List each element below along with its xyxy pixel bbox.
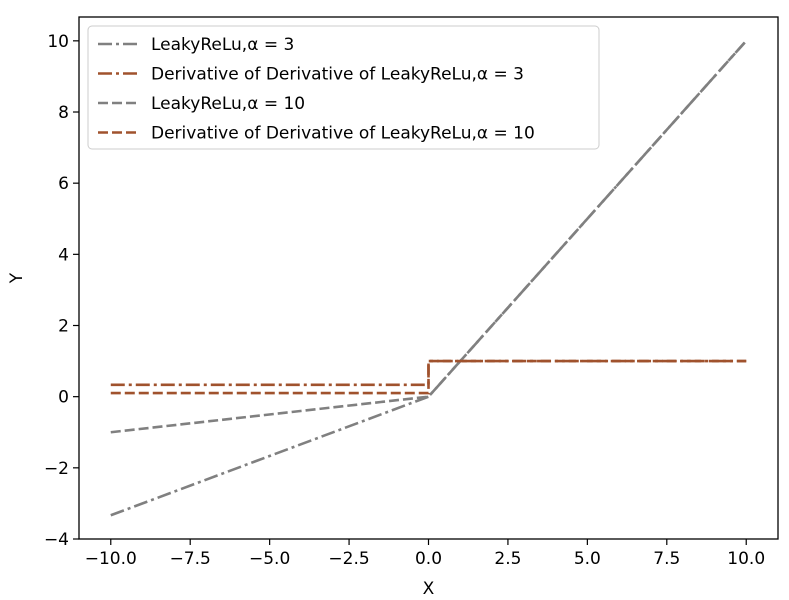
x-tick-label: −5.0	[249, 549, 290, 569]
legend-alpha: α = 10	[477, 124, 535, 144]
series-line-3	[110, 359, 747, 395]
x-tick-label: 10.0	[727, 549, 765, 569]
x-axis-ticks: −10.0 −7.5 −5.0 −2.5 0.0 2.5 5.0 7.5 10.0	[85, 539, 765, 569]
y-tick-label: −2	[44, 459, 69, 479]
legend-alpha: α = 3	[477, 65, 524, 85]
legend-alpha: α = 10	[247, 94, 305, 114]
legend-box	[87, 25, 600, 150]
legend-name: LeakyReLu,	[151, 35, 247, 55]
y-tick-label: 0	[58, 388, 69, 408]
y-tick-label: −4	[44, 530, 69, 550]
x-tick-label: −2.5	[328, 549, 369, 569]
legend-name: Derivative of Derivative of LeakyReLu,	[151, 65, 477, 85]
legend-entry-2: LeakyReLu,α = 10	[151, 94, 305, 114]
x-tick-label: 2.5	[494, 549, 521, 569]
x-tick-label: 7.5	[653, 549, 680, 569]
x-tick-label: 0.0	[415, 549, 442, 569]
y-tick-label: 2	[58, 317, 69, 337]
plot-lines	[110, 39, 748, 517]
x-axis-title: X	[423, 579, 435, 599]
x-tick-label: 5.0	[574, 549, 601, 569]
x-tick-label: −10.0	[85, 549, 137, 569]
y-tick-label: 6	[58, 174, 69, 194]
y-tick-label: 8	[58, 103, 69, 123]
y-axis-title: Y	[7, 272, 27, 284]
y-tick-label: 4	[58, 245, 69, 265]
series-line-2	[110, 39, 748, 434]
legend-alpha: α = 3	[247, 35, 294, 55]
legend-entry-0: LeakyReLu,α = 3	[151, 35, 294, 55]
legend-entry-1: Derivative of Derivative of LeakyReLu,α …	[151, 65, 524, 85]
legend-name: LeakyReLu,	[151, 94, 247, 114]
x-tick-label: −7.5	[170, 549, 211, 569]
legend-name: Derivative of Derivative of LeakyReLu,	[151, 124, 477, 144]
y-axis-ticks: −4 −2 0 2 4 6 8 10	[44, 32, 79, 550]
legend-entry-3: Derivative of Derivative of LeakyReLu,α …	[151, 124, 535, 144]
y-tick-label: 10	[47, 32, 69, 52]
